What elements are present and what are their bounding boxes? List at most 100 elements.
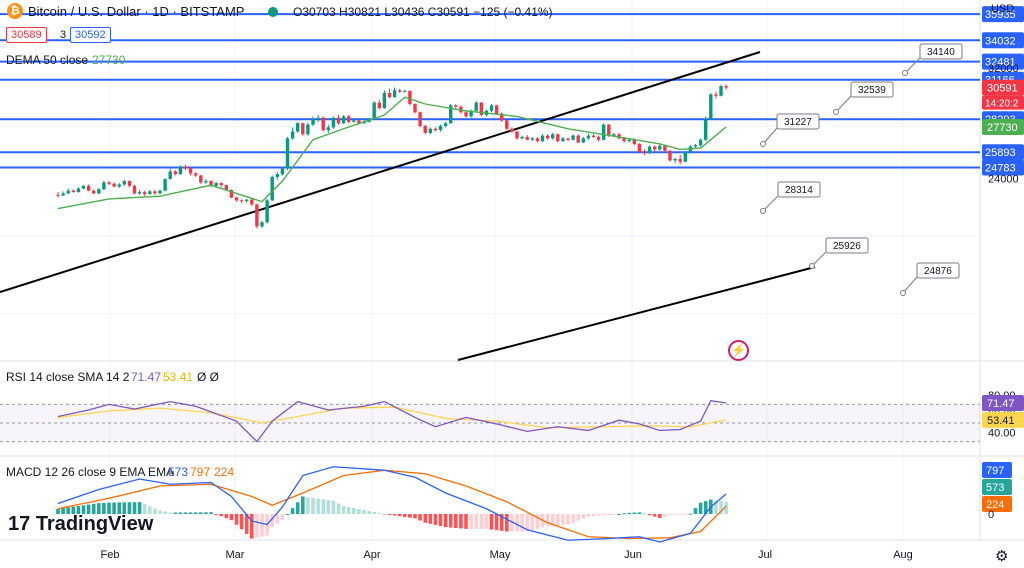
horizontal-levels[interactable] (0, 13, 980, 169)
candle-body (92, 190, 96, 194)
candle-body (275, 174, 279, 177)
dema-price-label: 27730 (987, 122, 1018, 134)
candle-body (296, 123, 300, 132)
candle (112, 182, 116, 188)
candle-body (418, 112, 422, 127)
price-callout[interactable]: 28314 (760, 181, 821, 214)
macd-histogram-bar (61, 508, 65, 514)
candle (668, 150, 672, 162)
tradingview-logo[interactable]: 17 TradingView (8, 513, 153, 536)
candle-body (301, 123, 305, 135)
candle-body (255, 204, 259, 227)
macd-histogram-bar (142, 504, 147, 514)
candle (596, 135, 601, 142)
market-status-icon (268, 7, 278, 17)
level-price-tag (982, 6, 1024, 23)
macd-histogram-bar (250, 514, 254, 539)
macd-histogram-bar (499, 514, 504, 531)
candle (551, 132, 555, 140)
candle (331, 116, 336, 129)
candle (163, 178, 167, 192)
candle (92, 189, 96, 195)
macd-histogram-bar (525, 514, 529, 532)
last-price-tag (982, 79, 1024, 96)
candle (316, 115, 320, 122)
trendline-lower[interactable] (457, 266, 816, 361)
candle (117, 183, 121, 188)
macd-histogram-bar (341, 505, 346, 514)
price-callout[interactable]: 31227 (760, 113, 820, 147)
candle (280, 167, 285, 176)
symbol-title[interactable]: Bitcoin / U.S. Dollar · 1D · BITSTAMP (28, 4, 245, 19)
macd-histogram-bar (311, 497, 315, 514)
rsi-sma-legend-value: 53.41 (163, 370, 194, 384)
price-callout[interactable]: 34140 (902, 43, 963, 76)
candle-body (403, 90, 407, 92)
macd-histogram-bar (336, 503, 341, 514)
macd-histogram-bar (91, 503, 96, 514)
candle-body (607, 124, 611, 136)
macd-histogram-bar (178, 512, 183, 514)
macd-histogram-bar (591, 514, 596, 517)
bitcoin-icon: ₿ (7, 3, 23, 19)
bid-price[interactable]: 30589 (6, 27, 47, 43)
candle (336, 115, 341, 125)
candle-body (352, 120, 356, 122)
macd-histogram-bar (316, 498, 320, 514)
price-callout[interactable]: 24876 (900, 262, 960, 296)
macd-histogram-bar (352, 507, 356, 514)
candle-body (245, 199, 249, 201)
candle-body (372, 102, 376, 120)
candle-body (341, 116, 346, 124)
macd-histogram-bar (127, 502, 132, 514)
candle-body (143, 192, 147, 195)
candle (127, 180, 132, 188)
gear-icon[interactable]: ⚙ (995, 548, 1009, 565)
candle-body (408, 90, 412, 105)
macd-histogram-bar (612, 514, 616, 515)
price-callout[interactable]: 25926 (809, 237, 869, 269)
ask-price[interactable]: 30592 (70, 27, 111, 43)
callout-pointer (904, 57, 921, 74)
rsi-legend-value: 71.47 (131, 370, 162, 384)
candle-body (331, 117, 336, 128)
candle (86, 184, 91, 192)
ohlc-values: O30703 H30821 L30436 C30591 −125 (−0.41%… (293, 5, 553, 19)
macd-histogram-bar (255, 514, 259, 538)
x-tick-label: Jul (758, 549, 772, 561)
macd-histogram-bar (306, 497, 310, 514)
candle (66, 188, 70, 195)
candle (321, 116, 325, 132)
macd-histogram-bar (510, 514, 514, 532)
candle (178, 165, 183, 175)
candle (673, 157, 677, 164)
candle-body (698, 139, 703, 146)
candle-body (515, 131, 519, 139)
price-callouts[interactable]: 34140 32539 31227 28314 25926 24876 (760, 43, 963, 296)
callout-anchor (760, 141, 766, 147)
lightning-icon[interactable]: ⚡ (728, 340, 749, 361)
candle (199, 174, 203, 184)
candle (265, 198, 269, 224)
macd-histogram-bar (535, 514, 540, 529)
trend-channel[interactable] (0, 51, 816, 361)
macd-histogram-bar (637, 512, 642, 514)
candle-body (239, 200, 244, 202)
price-callout[interactable]: 32539 (833, 81, 894, 115)
candle-body (168, 171, 172, 179)
time-axis: Feb Mar Apr May Jun Jul Aug (101, 549, 913, 561)
y-tick-label: 32000 (988, 63, 1019, 75)
candle-body (387, 92, 392, 98)
callout-label: 24876 (924, 266, 952, 277)
candle-body (188, 168, 193, 174)
trendline-upper[interactable] (0, 51, 761, 293)
candle-body (178, 166, 183, 175)
currency-label[interactable]: USD (991, 3, 1015, 15)
candle-body (449, 105, 453, 124)
candle (137, 189, 142, 195)
candle-body (535, 138, 540, 142)
candle (535, 137, 540, 143)
candle-body (658, 145, 662, 150)
candle (245, 198, 249, 203)
